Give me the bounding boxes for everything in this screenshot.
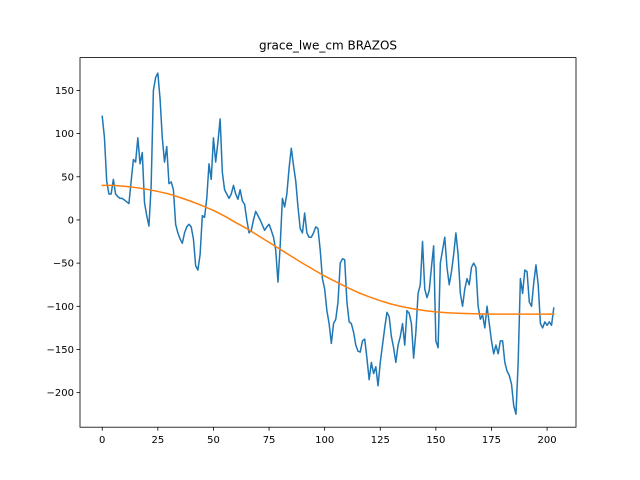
x-tick-label: 75 xyxy=(263,435,276,446)
y-tick-label: −150 xyxy=(47,345,74,356)
x-tick-label: 150 xyxy=(426,435,445,446)
y-tick-label: 100 xyxy=(55,129,74,140)
chart-title: grace_lwe_cm BRAZOS xyxy=(259,39,397,53)
x-axis: 0 25 50 75 100 125 150 175 200 xyxy=(99,427,557,446)
x-tick-label: 100 xyxy=(315,435,334,446)
series-line-1 xyxy=(101,72,555,415)
x-tick-label: 25 xyxy=(151,435,164,446)
y-tick-label: −200 xyxy=(47,388,74,399)
axes-frame xyxy=(79,57,577,428)
y-tick-label: −50 xyxy=(53,259,74,270)
y-tick-label: −100 xyxy=(47,302,74,313)
series-line-2 xyxy=(101,184,555,315)
x-tick-label: 200 xyxy=(538,435,557,446)
x-tick-label: 50 xyxy=(207,435,220,446)
y-tick-label: 0 xyxy=(68,215,74,226)
y-axis: −200 −150 −100 −50 0 50 100 150 xyxy=(47,86,80,399)
series-layer xyxy=(101,72,555,415)
y-tick-label: 150 xyxy=(55,86,74,97)
x-tick-label: 0 xyxy=(99,435,105,446)
y-tick-label: 50 xyxy=(61,172,74,183)
x-tick-label: 175 xyxy=(482,435,501,446)
x-tick-label: 125 xyxy=(371,435,390,446)
